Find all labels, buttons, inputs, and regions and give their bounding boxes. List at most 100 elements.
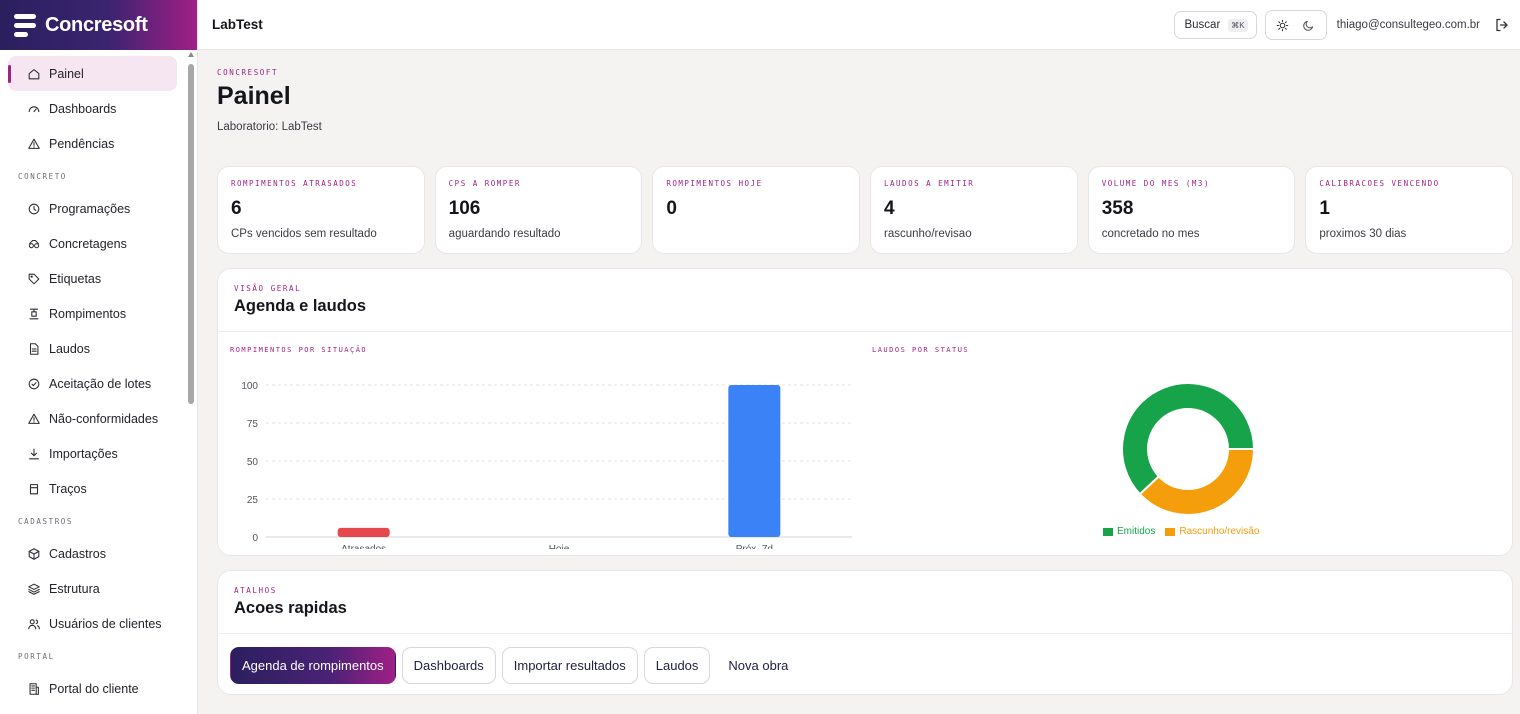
stat-value: 106	[448, 198, 481, 219]
overview-title: Agenda e laudos	[234, 297, 367, 315]
legend-item[interactable]: Rascunho/revisão	[1165, 526, 1259, 537]
sidebar-item-programacoes[interactable]: Programações	[8, 191, 177, 226]
dashboards-button[interactable]: Dashboards	[401, 647, 496, 684]
sidebar-item-label: Etiquetas	[49, 271, 102, 286]
page-header: CONCRESOFT Painel Laboratorio: LabTest	[217, 68, 322, 133]
stat-card[interactable]: LAUDOS A EMITIR 4 rascunho/revisao	[870, 166, 1078, 254]
sidebar-item-tracos[interactable]: Traços	[8, 471, 177, 506]
bar-chart: 0 25 50 75 100 Atrasados Hoje Próx. 7d	[241, 381, 852, 549]
brand-name: Concresoft	[45, 13, 148, 36]
stat-card[interactable]: CPS A ROMPER 106 aguardando resultado	[434, 166, 643, 254]
press-icon	[29, 308, 39, 319]
stat-value: 358	[1101, 198, 1134, 219]
warning-icon	[28, 138, 40, 149]
sidebar-item-nao-conformidades[interactable]: Não-conformidades	[8, 401, 177, 436]
warning-icon	[28, 413, 40, 424]
sidebar-item-estrutura[interactable]: Estrutura	[8, 571, 177, 606]
sidebar-item-label: Importações	[49, 446, 118, 461]
search-button[interactable]: Buscar ⌘K	[1174, 11, 1257, 39]
logout-icon[interactable]	[1494, 17, 1510, 33]
donut-slice-0[interactable]	[1121, 382, 1256, 496]
sidebar-item-pendencias[interactable]: Pendências	[8, 126, 177, 161]
sidebar-item-concretagens[interactable]: Concretagens	[8, 226, 177, 261]
sidebar-item-cadastros[interactable]: Cadastros	[8, 536, 177, 571]
sidebar-item-label: Portal do cliente	[49, 681, 139, 696]
agenda-rompimentos-button[interactable]: Agenda de rompimentos	[230, 647, 396, 684]
stat-note: proximos 30 dias	[1319, 228, 1407, 240]
sidebar-item-laudos[interactable]: Laudos	[8, 331, 177, 366]
theme-toggle	[1264, 10, 1327, 40]
nav-section-label: CONCRETO	[18, 171, 67, 181]
scroll-up-arrow-icon[interactable]	[188, 52, 194, 57]
truck-icon	[28, 239, 40, 248]
brand-header[interactable]: Concresoft	[0, 0, 197, 50]
y-tick-label: 25	[247, 495, 259, 506]
bar-pr-x-7d[interactable]	[728, 385, 781, 537]
overview-eyebrow: VISÃO GERAL	[234, 284, 302, 293]
page-subtitle: Laboratorio: LabTest	[217, 121, 322, 133]
stat-card[interactable]: ROMPIMENTOS ATRASADOS 6 CPs vencidos sem r…	[217, 166, 425, 254]
sidebar-item-label: Laudos	[49, 341, 91, 356]
main-content: CONCRESOFT Painel Laboratorio: LabTest R…	[198, 50, 1520, 714]
y-tick-label: 50	[247, 457, 259, 468]
sidebar-item-label: Não-conformidades	[49, 411, 159, 426]
bar-chart-label: ROMPIMENTOS POR SITUAÇÃO	[230, 346, 368, 354]
nav-section-label: PORTAL	[18, 651, 55, 661]
dark-theme-button[interactable]	[1296, 14, 1322, 36]
sidebar-item-dashboards[interactable]: Dashboards	[8, 91, 177, 126]
nova-obra-button[interactable]: Nova obra	[716, 647, 800, 684]
sidebar-item-label: Traços	[49, 481, 87, 496]
stat-label: VOLUME DO MES (M3)	[1101, 179, 1210, 188]
y-tick-label: 100	[241, 381, 258, 392]
sidebar-item-importacoes[interactable]: Importações	[8, 436, 177, 471]
users-icon	[28, 618, 40, 629]
stat-value: 4	[884, 198, 895, 219]
sidebar-item-aceitacao-de-lotes[interactable]: Aceitação de lotes	[8, 366, 177, 401]
importar-resultados-button[interactable]: Importar resultados	[501, 647, 638, 684]
shortcuts-eyebrow: ATALHOS	[234, 586, 277, 595]
search-shortcut: ⌘K	[1228, 18, 1248, 32]
sidebar-item-label: Rompimentos	[49, 306, 127, 321]
moon-icon	[1303, 20, 1314, 31]
stat-cards: ROMPIMENTOS ATRASADOS 6 CPs vencidos sem r…	[217, 166, 1514, 254]
stat-card[interactable]: ROMPIMENTOS HOJE 0	[652, 166, 861, 254]
sidebar-item-label: Aceitação de lotes	[49, 376, 152, 391]
sidebar-item-etiquetas[interactable]: Etiquetas	[8, 261, 177, 296]
y-tick-label: 75	[247, 419, 259, 430]
scroll-thumb[interactable]	[188, 64, 194, 404]
stat-label: LAUDOS A EMITIR	[884, 179, 975, 188]
check-circle-icon	[28, 378, 40, 389]
layers-icon	[28, 583, 40, 595]
sidebar-item-label: Painel	[49, 66, 84, 81]
building-icon	[29, 682, 39, 695]
stat-value: 0	[666, 198, 677, 219]
sidebar: Concresoft Painel Dashboards Pendências CON…	[0, 0, 198, 714]
sidebar-nav: Painel Dashboards Pendências CONCRETO Progra…	[0, 56, 186, 714]
shortcuts-title: Acoes rapidas	[234, 599, 347, 617]
stat-card[interactable]: VOLUME DO MES (M3) 358 concretado no mes	[1087, 166, 1296, 254]
legend-item[interactable]: Emitidos	[1103, 526, 1155, 537]
bar-atrasados[interactable]	[337, 527, 390, 537]
stat-label: CPS A ROMPER	[448, 179, 521, 188]
sidebar-scrollbar[interactable]	[187, 52, 195, 714]
sidebar-item-painel[interactable]: Painel	[8, 56, 177, 91]
light-theme-button[interactable]	[1270, 14, 1296, 36]
stat-note: CPs vencidos sem resultado	[231, 228, 377, 240]
laudos-button[interactable]: Laudos	[643, 647, 711, 684]
sidebar-item-rompimentos[interactable]: Rompimentos	[8, 296, 177, 331]
user-email: thiago@consultegeo.com.br	[1336, 19, 1480, 31]
stat-label: CALIBRACOES VENCENDO	[1319, 179, 1440, 188]
page-eyebrow: CONCRESOFT	[217, 68, 279, 77]
cylinder-icon	[29, 483, 39, 494]
sidebar-item-label: Programações	[49, 201, 131, 216]
stat-note: aguardando resultado	[448, 228, 561, 240]
download-icon	[29, 448, 39, 459]
sidebar-item-usuarios-de-clientes[interactable]: Usuários de clientes	[8, 606, 177, 641]
x-tick-label: Hoje	[549, 544, 570, 549]
brand-logo-icon	[14, 13, 36, 37]
stat-card[interactable]: CALIBRACOES VENCENDO 1 proximos 30 dias	[1305, 166, 1514, 254]
page-title: Painel	[217, 82, 291, 110]
sidebar-item-portal-do-cliente[interactable]: Portal do cliente	[8, 671, 177, 706]
sidebar-item-label: Usuários de clientes	[49, 616, 162, 631]
donut-slice-1[interactable]	[1138, 448, 1256, 516]
